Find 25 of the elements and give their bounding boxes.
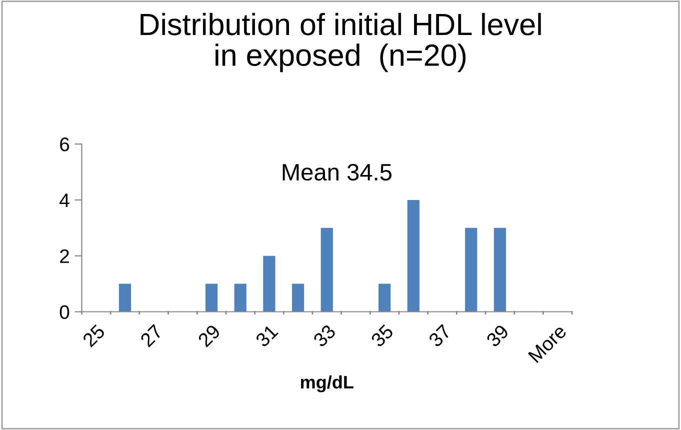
bar [494, 228, 506, 312]
x-tick-label: 39 [486, 324, 510, 348]
annotation: Mean 34.5 [282, 164, 392, 181]
bar [378, 284, 391, 312]
y-tick-label: 2 [60, 249, 69, 263]
x-tick-label: 25 [82, 324, 106, 348]
x-tick-label: 31 [254, 324, 279, 348]
y-tick-label: 4 [60, 194, 70, 207]
chart-title: Distribution of initial HDL level in exposed (n=20) [140, 12, 541, 72]
bar [320, 228, 333, 312]
bar [118, 284, 132, 312]
x-tick-label: 33 [312, 324, 336, 348]
bar [407, 200, 420, 312]
bar [263, 256, 276, 312]
bar [205, 284, 218, 312]
bar [292, 284, 304, 312]
x-tick-label: 27 [140, 324, 164, 348]
x-tick-label: 37 [428, 324, 452, 348]
x-axis-title: mg/dL [300, 375, 354, 392]
x-tick-label: 29 [197, 324, 221, 348]
bar [465, 228, 478, 312]
bar [234, 284, 246, 312]
x-tick-label: 35 [370, 324, 394, 348]
y-tick-label: 0 [60, 305, 70, 319]
y-tick-label: 6 [60, 138, 70, 152]
